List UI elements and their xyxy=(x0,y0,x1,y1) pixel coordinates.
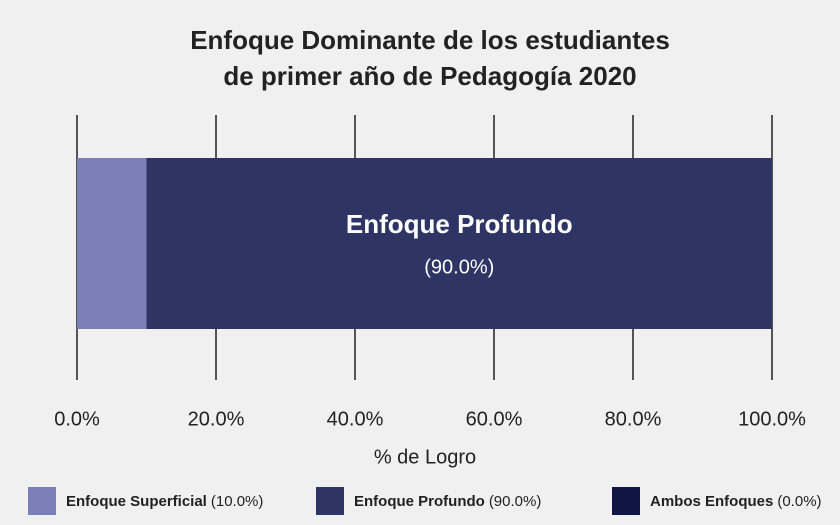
segment-label: Enfoque Profundo xyxy=(346,209,573,239)
x-tick-label: 0.0% xyxy=(54,408,100,430)
legend-value: (10.0%) xyxy=(211,493,264,510)
legend-swatch xyxy=(316,487,344,515)
x-tick-label: 100.0% xyxy=(738,408,806,430)
legend-entry: Enfoque Profundo (90.0%) xyxy=(354,493,541,510)
x-tick-label: 20.0% xyxy=(188,408,245,430)
x-tick-label: 60.0% xyxy=(466,408,523,430)
legend-entry: Ambos Enfoques (0.0%) xyxy=(650,493,822,510)
chart-title: Enfoque Dominante de los estudiantes xyxy=(190,25,670,55)
legend-label: Enfoque Superficial xyxy=(66,493,207,510)
legend-swatch xyxy=(612,487,640,515)
x-axis-label: % de Logro xyxy=(374,446,476,468)
legend-label: Ambos Enfoques xyxy=(650,493,773,510)
legend-swatch xyxy=(28,487,56,515)
legend-label: Enfoque Profundo xyxy=(354,493,485,510)
segment-value-label: (90.0%) xyxy=(424,256,494,278)
chart-title: de primer año de Pedagogía 2020 xyxy=(223,61,636,91)
x-tick-label: 80.0% xyxy=(605,408,662,430)
legend-value: (90.0%) xyxy=(489,493,542,510)
legend-value: (0.0%) xyxy=(777,493,821,510)
legend-entry: Enfoque Superficial (10.0%) xyxy=(66,493,263,510)
bar-segment xyxy=(77,158,147,329)
bar-segment xyxy=(146,158,772,329)
x-tick-label: 40.0% xyxy=(327,408,384,430)
